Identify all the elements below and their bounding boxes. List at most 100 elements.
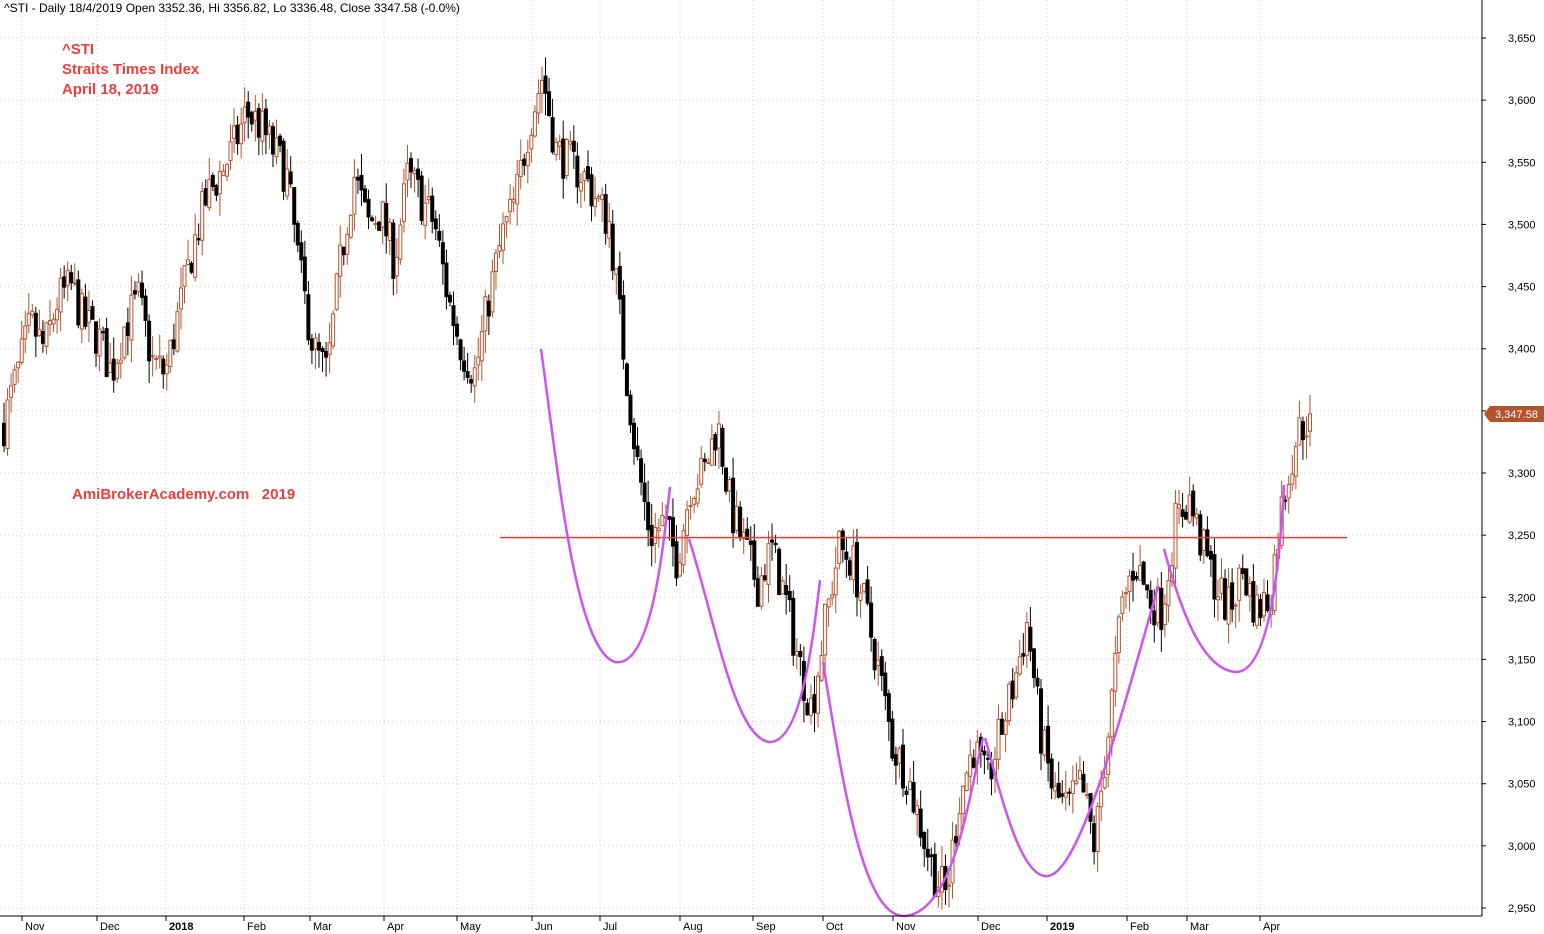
last-price-tag: 3,347.58	[1484, 406, 1544, 422]
candle-body	[1297, 417, 1302, 446]
candle	[1031, 647, 1036, 689]
candle	[217, 160, 222, 216]
candle	[922, 831, 927, 867]
candle-body	[497, 244, 502, 252]
candle	[886, 689, 891, 742]
candle	[65, 261, 70, 302]
candle	[1081, 761, 1086, 793]
candle	[447, 291, 452, 307]
candle-body	[780, 580, 785, 595]
candle-body	[1017, 656, 1022, 675]
candle	[1085, 782, 1090, 800]
candle	[469, 374, 474, 393]
candle-body	[1173, 502, 1178, 569]
candle	[147, 314, 152, 383]
candle	[946, 869, 951, 908]
candle-body	[455, 323, 460, 337]
candle-body	[847, 560, 852, 576]
candle-body	[1226, 586, 1231, 625]
candle-body	[1113, 652, 1118, 692]
candle	[256, 103, 261, 156]
candle-body	[1300, 421, 1305, 441]
candle-body	[324, 350, 329, 358]
candle-body	[501, 223, 506, 251]
candle-body	[667, 515, 672, 520]
candle	[890, 710, 895, 762]
candle	[263, 99, 268, 155]
candle	[19, 320, 24, 366]
x-tick-label: Nov	[896, 921, 916, 933]
candle	[1254, 584, 1259, 629]
candle-body	[1194, 513, 1199, 519]
candle-body	[543, 75, 548, 94]
candle	[656, 518, 661, 548]
candle-body	[582, 171, 587, 182]
candle-body	[731, 477, 736, 534]
candle-body	[578, 181, 583, 192]
x-tick-label: 2019	[1050, 921, 1074, 933]
candle-body	[412, 170, 417, 175]
candle	[69, 264, 74, 291]
candle-body	[391, 222, 396, 279]
candle-body	[302, 256, 307, 292]
candle	[1180, 492, 1185, 528]
y-tick-label: 3,650	[1508, 33, 1536, 45]
candle-body	[515, 174, 520, 205]
candle-body	[242, 106, 247, 124]
candle-body	[518, 159, 523, 178]
candle	[961, 785, 966, 829]
candle-body	[401, 183, 406, 222]
candle-body	[1109, 689, 1114, 738]
ticker-label: ^STI	[62, 41, 94, 58]
candle	[554, 137, 559, 161]
candle	[493, 248, 498, 290]
candle	[709, 424, 714, 466]
candle	[387, 217, 392, 256]
candle	[603, 183, 608, 245]
candle-body	[1261, 592, 1266, 617]
candle-body	[348, 214, 353, 238]
candle	[678, 553, 683, 578]
candle	[253, 94, 258, 142]
candle-body	[168, 339, 173, 367]
candle	[331, 310, 336, 349]
candle-body	[193, 234, 198, 278]
candle-body	[5, 399, 10, 450]
candle	[844, 538, 849, 579]
candle	[529, 128, 534, 163]
candle-body	[320, 347, 325, 352]
candle	[313, 332, 318, 370]
candle	[830, 581, 835, 606]
candle-body	[1081, 773, 1086, 793]
candle-body	[1049, 758, 1054, 789]
x-tick-label: Apr	[387, 921, 404, 933]
last-price-label: 3,347.58	[1495, 409, 1538, 421]
candle	[571, 125, 576, 169]
candle	[1194, 507, 1199, 526]
candle-body	[493, 252, 498, 272]
candle-body	[678, 562, 683, 577]
candle-body	[568, 140, 573, 145]
candle-body	[1077, 770, 1082, 780]
candle	[455, 316, 460, 346]
candle	[1116, 613, 1121, 664]
candle	[334, 272, 339, 311]
candle-body	[946, 884, 951, 887]
candle	[164, 353, 169, 391]
candle	[299, 230, 304, 274]
candle-body	[313, 337, 318, 350]
candle	[791, 590, 796, 666]
candle	[1297, 400, 1302, 446]
candle-body	[232, 125, 237, 139]
candle-body	[178, 287, 183, 310]
candle-body	[65, 269, 70, 286]
candle-body	[865, 579, 870, 604]
candle-body	[571, 140, 576, 152]
candle-body	[472, 367, 477, 387]
candle-body	[1152, 610, 1157, 626]
candle	[451, 291, 456, 346]
candle	[239, 107, 244, 159]
candle	[1304, 416, 1309, 459]
candle-body	[423, 202, 428, 226]
candle-body	[851, 545, 856, 581]
